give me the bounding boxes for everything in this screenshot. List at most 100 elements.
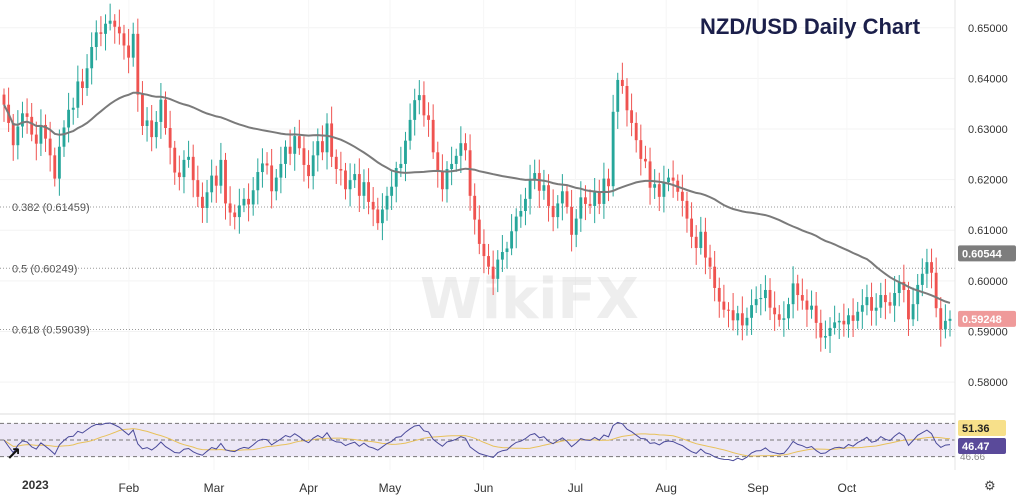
candle-body — [745, 317, 749, 326]
candle-body — [597, 192, 601, 204]
candle-body — [514, 216, 518, 232]
candle-body — [842, 320, 846, 325]
y-tick-label: 0.64000 — [968, 73, 1008, 85]
candle-body — [39, 124, 43, 144]
x-tick-label: May — [379, 481, 402, 495]
candle-body — [168, 128, 172, 148]
x-tick-label: Feb — [119, 481, 140, 495]
candle-body — [865, 297, 869, 306]
candle-body — [796, 283, 800, 296]
candle-body — [620, 79, 624, 86]
x-tick-label: Aug — [656, 481, 677, 495]
candle-body — [837, 320, 841, 323]
candle-body — [288, 146, 292, 154]
candle-body — [427, 115, 430, 120]
candle-body — [265, 163, 269, 166]
candle-body — [279, 163, 283, 178]
candle-body — [44, 124, 47, 139]
candle-body — [25, 113, 29, 117]
candle-body — [939, 308, 943, 330]
candle-body — [722, 301, 726, 310]
candle-body — [297, 136, 301, 149]
candle-body — [34, 134, 38, 144]
candle-body — [367, 182, 370, 202]
price-axis[interactable]: 0.65000 0.64000 0.63000 0.62000 0.61000 0.600… — [954, 0, 1019, 470]
candle-body — [648, 161, 652, 188]
y-tick-label: 0.63000 — [968, 124, 1008, 136]
candle-body — [191, 156, 195, 181]
candle-body — [685, 200, 689, 219]
candle-body — [644, 158, 647, 162]
candle-body — [159, 99, 163, 122]
candle-body — [547, 185, 550, 206]
y-tick-label: 0.62000 — [968, 175, 1008, 187]
axis-background — [955, 0, 1019, 470]
candle-body — [524, 198, 527, 212]
candle-body — [219, 159, 223, 186]
candle-body — [380, 209, 384, 224]
candle-body — [2, 94, 6, 105]
candle-body — [284, 146, 287, 164]
candle-body — [90, 47, 94, 69]
candle-body — [699, 231, 703, 248]
rsi-line — [3, 421, 951, 462]
candle-body — [528, 180, 532, 199]
gear-icon[interactable]: ⚙ — [984, 478, 996, 493]
fib-label: 0.382 (0.61459) — [12, 202, 90, 214]
candle-body — [851, 315, 855, 321]
y-tick-label: 0.65000 — [968, 23, 1008, 35]
candle-body — [150, 120, 154, 138]
candle-body — [357, 174, 361, 196]
candle-body — [847, 315, 850, 325]
candle-body — [67, 109, 71, 128]
candle-body — [593, 192, 597, 206]
moving-average-line — [3, 91, 951, 304]
candle-body — [893, 293, 897, 306]
candle-body — [542, 185, 546, 191]
candle-body — [362, 182, 366, 196]
candle-body — [94, 32, 98, 48]
candle-body — [454, 155, 458, 164]
candle-body — [570, 206, 574, 235]
candle-body — [607, 178, 610, 187]
candle-body — [768, 289, 772, 308]
candle-body — [584, 197, 587, 204]
candle-body — [731, 310, 735, 321]
candle-body — [833, 322, 837, 328]
chart-title: NZD/USD Daily Chart — [700, 14, 921, 39]
candle-body — [630, 110, 634, 123]
candle-body — [754, 299, 758, 306]
candle-body — [307, 164, 310, 177]
candle-body — [251, 190, 255, 205]
fibonacci-levels: 0.382 (0.61459) 0.5 (0.60249) 0.618 (0.590… — [0, 202, 955, 337]
candle-body — [823, 336, 827, 338]
candle-body — [242, 198, 246, 206]
ma-value-tag: 0.60544 — [962, 248, 1003, 260]
candle-body — [293, 136, 297, 154]
rsi-ma-tag: 51.36 — [962, 423, 990, 435]
candle-body — [556, 203, 560, 218]
candle-body — [916, 284, 920, 305]
candle-body — [740, 313, 744, 326]
candle-body — [177, 172, 181, 178]
x-tick-label: Jun — [474, 481, 493, 495]
time-axis[interactable]: Feb Mar Apr May Jun Jul Aug Sep Oct — [119, 481, 857, 495]
candle-body — [330, 123, 334, 157]
candle-body — [791, 283, 795, 305]
candle-body — [727, 309, 730, 311]
candle-body — [99, 32, 103, 34]
candle-body — [422, 95, 426, 116]
candle-body — [690, 218, 694, 237]
candle-body — [390, 186, 394, 196]
candle-body — [902, 281, 906, 290]
candle-body — [773, 307, 777, 315]
candle-body — [413, 100, 417, 120]
candle-body — [399, 163, 403, 168]
candle-body — [205, 192, 209, 208]
rsi-tag-bg — [958, 438, 1006, 454]
x-tick-label: Mar — [204, 481, 225, 495]
candle-body — [131, 33, 135, 58]
candle-body — [763, 289, 767, 299]
candle-body — [860, 305, 864, 312]
